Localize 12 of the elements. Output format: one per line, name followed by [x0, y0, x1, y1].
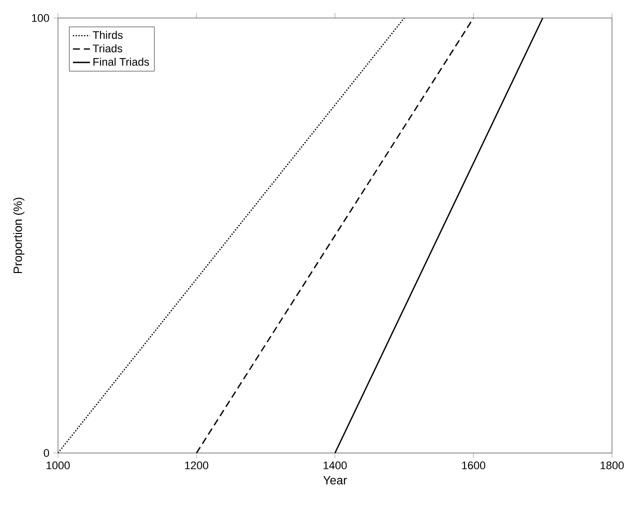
- y-tick-label: 100: [32, 14, 50, 22]
- x-tick-label: 1600: [462, 462, 486, 470]
- x-tick-label: 1400: [324, 462, 347, 470]
- x-tick-label: 1200: [185, 462, 208, 470]
- legend-label: Triads: [92, 44, 122, 52]
- legend-label: Final Triads: [93, 58, 149, 66]
- y-tick-label: 0: [44, 449, 50, 457]
- x-tick-label: 1000: [46, 462, 70, 470]
- y-axis-title: Proportion (%): [13, 198, 24, 274]
- legend-label: Thirds: [92, 30, 123, 39]
- x-tick-label: 1800: [600, 462, 624, 470]
- x-axis-title: Year: [323, 476, 347, 484]
